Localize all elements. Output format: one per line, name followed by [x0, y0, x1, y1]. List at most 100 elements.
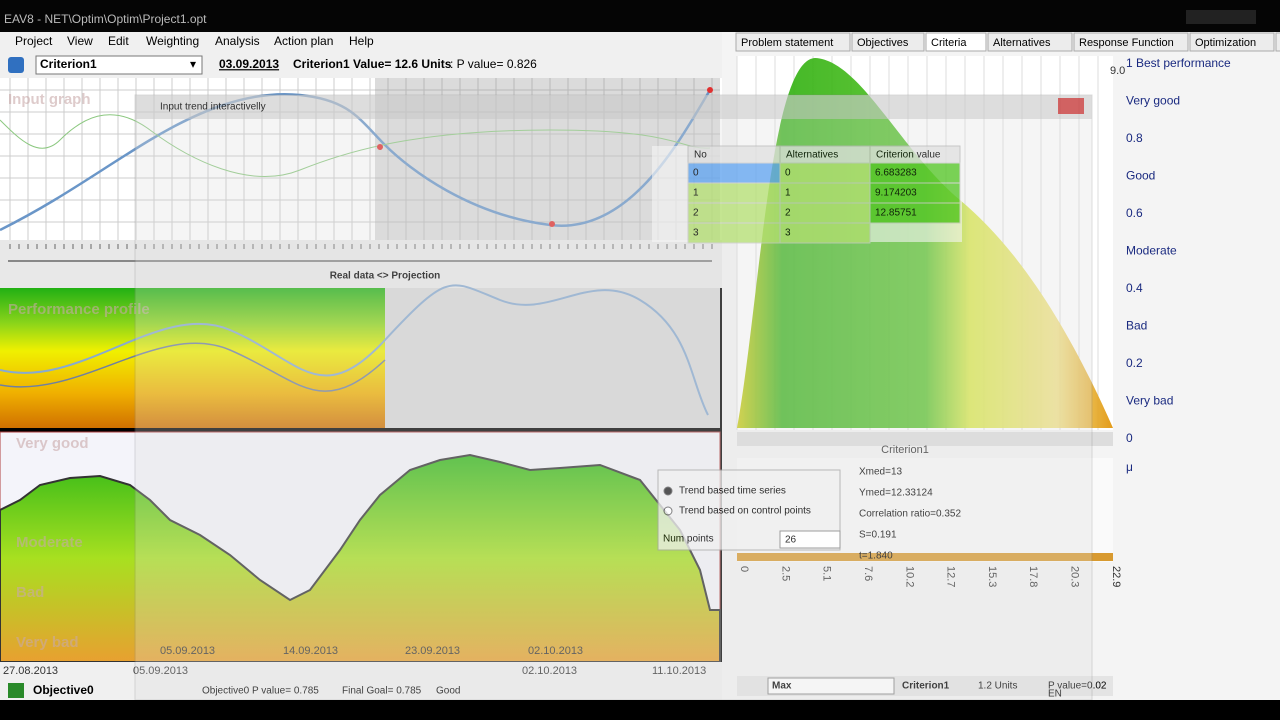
date-axis [0, 662, 722, 680]
header-text: No [694, 150, 707, 161]
tab-label: Optimization [1195, 37, 1256, 49]
alternatives-table: No Alternatives Criterion value 0 0 6.683283 1… [652, 145, 962, 244]
status-units: 1.2 Units [978, 681, 1017, 692]
criterion-value: Criterion1 Value= 12.6 Units [293, 57, 452, 71]
cell[interactable] [779, 202, 871, 224]
profile-bands [0, 288, 385, 428]
control-point[interactable] [549, 221, 555, 227]
window-controls[interactable] [1186, 10, 1256, 24]
menu-item[interactable]: Project [15, 34, 53, 48]
tab-label: Response Function [1079, 37, 1174, 49]
axis-dates: 27.08.2013 05.09.2013 02.10.2013 11.10.2013 [3, 665, 706, 677]
status-bar [0, 680, 722, 700]
p-value: : P value= 0.826 [450, 57, 537, 71]
menu-item[interactable]: Action plan [274, 34, 333, 48]
cell[interactable] [779, 162, 871, 184]
refresh-icon[interactable] [8, 57, 24, 73]
axis-date: 02.10.2013 [522, 665, 577, 677]
combo-arrow: ▾ [190, 57, 196, 71]
membership-bar [737, 553, 1113, 561]
level-labels: Very good Moderate Bad Very bad [16, 435, 89, 651]
criterion-combo[interactable] [35, 55, 203, 75]
cell[interactable] [687, 202, 781, 224]
objective: Objective0 [33, 683, 94, 697]
stat: Ymed=12.33124 [859, 488, 933, 499]
cell-text: 2 [693, 208, 699, 219]
x-label: 12.7 [945, 566, 957, 587]
cell-text: 6.683283 [875, 168, 917, 179]
control-point[interactable] [707, 87, 713, 93]
status-criterion: Criterion1 [902, 681, 950, 692]
num-points-input[interactable] [779, 530, 841, 549]
tab-label: Alternatives [993, 37, 1051, 49]
cell-text: 3 [693, 228, 699, 239]
cell-text: 12.85751 [875, 208, 917, 219]
control-point[interactable] [377, 144, 383, 150]
menu-item[interactable]: Analysis [215, 34, 260, 48]
x-label: 15.3 [986, 566, 998, 587]
dialog-title: Input trend interactivelly [160, 102, 266, 113]
tab[interactable] [1275, 32, 1280, 52]
radio[interactable] [663, 486, 673, 496]
tab[interactable] [1189, 32, 1275, 52]
option-label: Trend based on control points [679, 506, 811, 517]
menu-item[interactable]: View [67, 34, 93, 48]
profile-curve-2 [0, 342, 386, 392]
scale-label: 0.8 [1126, 131, 1143, 145]
radio[interactable] [663, 506, 673, 516]
menu-item[interactable]: Weighting [146, 34, 199, 48]
profile-curve [0, 284, 709, 416]
trend-curve [0, 89, 712, 232]
option-label: Trend based time series [679, 486, 786, 497]
level-label: Moderate [16, 534, 83, 551]
rating: Good [436, 686, 460, 697]
tab[interactable] [1073, 32, 1189, 52]
tab-label: Objectives [857, 37, 909, 49]
objective-icon[interactable] [8, 683, 24, 698]
tab[interactable] [851, 32, 925, 52]
axis-date: 11.10.2013 [652, 665, 706, 677]
profile-projection [385, 288, 720, 428]
menu-item[interactable]: Help [349, 34, 374, 48]
cell[interactable] [869, 202, 961, 224]
cell[interactable] [687, 222, 781, 244]
tabs: Problem statement Objectives Criteria Alter… [735, 32, 1280, 52]
status-p: P value=0.02 [1048, 681, 1107, 692]
criterion-combo-text: Criterion1 [40, 57, 97, 71]
x-label: 22.9 [1110, 566, 1122, 587]
cell[interactable] [779, 222, 871, 244]
bottom-strip [0, 700, 1280, 720]
x-label: 20.3 [1068, 566, 1080, 587]
scale-label: Moderate [1126, 244, 1177, 258]
num-points: 26 [785, 535, 797, 546]
stat: t=1.840 [859, 551, 893, 562]
criterion-title-bar [737, 432, 1113, 446]
dialog: Input trend interactivelly No Alternative… [134, 94, 1093, 701]
options: Trend based time series Trend based on co… [663, 486, 811, 517]
x-labels: 0 2.5 5.1 7.6 10.2 12.7 15.3 17.8 20.3 22.9 [738, 566, 1122, 587]
level-label: Very bad [16, 634, 79, 651]
inner-dates: 05.09.2013 14.09.2013 23.09.2013 02.10.2013 [160, 645, 583, 657]
direction-combo[interactable] [767, 677, 895, 695]
inner-date: 14.09.2013 [283, 645, 338, 657]
stat: Xmed=13 [859, 467, 903, 478]
menu-item[interactable]: Edit [108, 34, 129, 48]
menu-bar: Project View Edit Weighting Analysis Action p… [15, 34, 374, 48]
num-points-label: Num points [663, 534, 714, 545]
cell-text: 0 [693, 168, 699, 179]
date[interactable]: 03.09.2013 [219, 57, 279, 71]
tab[interactable] [925, 32, 987, 52]
axis-date: 05.09.2013 [133, 665, 188, 677]
tab-label: Criteria [931, 37, 967, 49]
tab[interactable] [735, 32, 851, 52]
cell[interactable] [779, 182, 871, 204]
x-label: 7.6 [862, 566, 874, 581]
cell[interactable] [687, 162, 781, 184]
cell[interactable] [687, 182, 781, 204]
level-label: Very good [16, 435, 89, 452]
tab[interactable] [987, 32, 1073, 52]
x-label: 17.8 [1027, 566, 1039, 587]
dialog-close[interactable] [1058, 98, 1084, 114]
